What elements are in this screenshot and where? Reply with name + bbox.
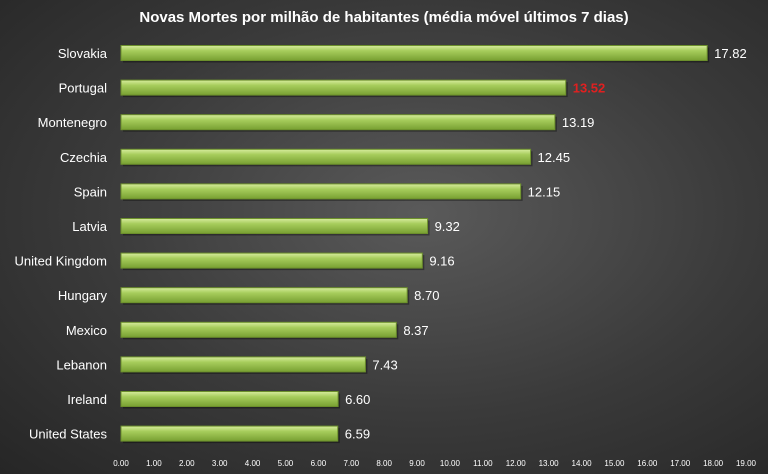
bar-group-slovakia: Slovakia 17.82: [58, 45, 747, 63]
bar-group-spain: Spain 12.15: [74, 183, 561, 201]
data-label: 8.37: [403, 323, 428, 338]
bar-group-mexico: Mexico 8.37: [66, 321, 429, 340]
bar: [120, 252, 423, 269]
category-label: Spain: [74, 184, 107, 199]
category-label: Lebanon: [56, 357, 107, 372]
category-label: Slovakia: [58, 46, 108, 61]
data-label: 7.43: [372, 357, 397, 372]
bar: [120, 114, 556, 131]
chart-title: Novas Mortes por milhão de habitantes (m…: [139, 9, 628, 26]
x-tick-label: 2.00: [179, 459, 195, 468]
bar: [120, 45, 708, 61]
x-tick-label: 1.00: [146, 459, 162, 468]
x-tick-label: 6.00: [311, 459, 327, 468]
x-tick-label: 13.00: [539, 459, 560, 468]
bar: [120, 79, 567, 96]
bar: [120, 148, 532, 165]
bar-group-ireland: Ireland 6.60: [67, 391, 370, 409]
category-label: Mexico: [66, 323, 107, 338]
x-tick-label: 0.00: [113, 459, 129, 468]
bar-group-latvia: Latvia 9.32: [72, 218, 460, 236]
bar: [120, 183, 522, 200]
data-label: 12.45: [538, 150, 571, 165]
x-tick-label: 12.00: [506, 459, 527, 468]
x-tick-label: 5.00: [278, 459, 294, 468]
x-tick-label: 9.00: [409, 459, 425, 468]
bar-group-united-states: United States 6.59: [29, 425, 370, 444]
data-label: 13.19: [562, 115, 595, 130]
bar: [120, 391, 339, 407]
bar: [120, 218, 429, 234]
x-tick-label: 7.00: [343, 459, 359, 468]
data-label: 8.70: [414, 288, 439, 303]
category-label: Latvia: [72, 219, 107, 234]
x-tick-label: 15.00: [604, 459, 625, 468]
category-label: Hungary: [58, 288, 108, 303]
x-tick-label: 8.00: [376, 459, 392, 468]
x-tick-label: 14.00: [572, 459, 593, 468]
data-label: 17.82: [714, 46, 747, 61]
bar: [120, 356, 366, 373]
x-tick-label: 16.00: [637, 459, 658, 468]
category-label: Montenegro: [38, 115, 107, 130]
bar-group-montenegro: Montenegro 13.19: [38, 114, 595, 132]
category-label: Czechia: [60, 150, 108, 165]
bar-group-lebanon: Lebanon 7.43: [56, 356, 398, 374]
x-tick-label: 10.00: [440, 459, 461, 468]
bar-group-czechia: Czechia 12.45: [60, 148, 571, 167]
x-tick-label: 18.00: [703, 459, 724, 468]
data-label: 9.16: [429, 254, 454, 269]
data-label: 6.60: [345, 392, 370, 407]
data-label: 6.59: [345, 427, 370, 442]
x-tick-label: 17.00: [670, 459, 691, 468]
data-label: 13.52: [573, 81, 606, 96]
category-label: United Kingdom: [15, 254, 108, 269]
x-tick-label: 19.00: [736, 459, 757, 468]
bar-group-portugal: Portugal 13.52: [59, 79, 606, 98]
category-label: United States: [29, 427, 108, 442]
x-tick-label: 11.00: [473, 459, 493, 468]
bars-layer: Slovakia 17.82 Portugal 13.52 Montenegro 13.1…: [15, 45, 747, 444]
data-label: 12.15: [528, 184, 561, 199]
bar: [120, 321, 397, 338]
category-label: Portugal: [59, 81, 108, 96]
category-label: Ireland: [67, 392, 107, 407]
bar-group-united-kingdom: United Kingdom 9.16: [15, 252, 455, 271]
x-axis: 0.00 1.00 2.00 3.00 4.00 5.00 6.00 7.00 8.00 9.00…: [113, 459, 756, 468]
x-tick-label: 4.00: [245, 459, 261, 468]
bar: [120, 287, 408, 304]
x-tick-label: 3.00: [212, 459, 228, 468]
bar: [120, 425, 339, 442]
bar-group-hungary: Hungary 8.70: [58, 287, 439, 305]
data-label: 9.32: [435, 219, 460, 234]
